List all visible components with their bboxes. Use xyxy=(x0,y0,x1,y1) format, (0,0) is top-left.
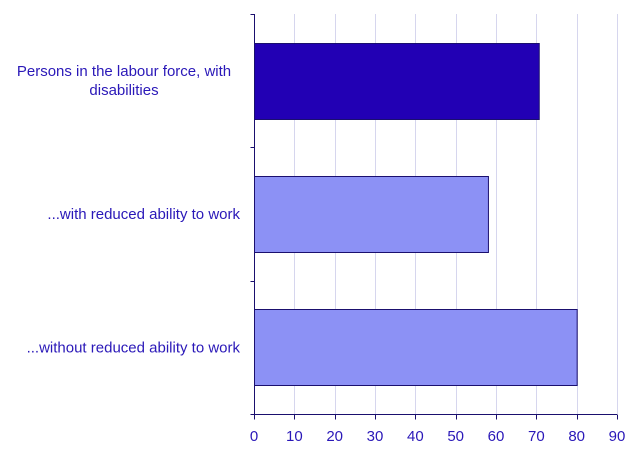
x-tick-label-0: 0 xyxy=(250,428,258,445)
x-tick-label-40: 40 xyxy=(407,428,424,445)
x-tick-label-60: 60 xyxy=(488,428,505,445)
x-tick-label-80: 80 xyxy=(568,428,585,445)
category-label-0: Persons in the labour force, with disabil… xyxy=(17,63,231,99)
x-tick-label-70: 70 xyxy=(528,428,545,445)
category-label-2-line-0: ...without reduced ability to work xyxy=(27,339,241,356)
x-tick-label-90: 90 xyxy=(609,428,626,445)
bars xyxy=(254,43,578,386)
category-labels: Persons in the labour force, with disabil… xyxy=(17,63,241,356)
bar-1 xyxy=(254,176,489,253)
category-label-0-line-1: disabilities xyxy=(89,82,158,99)
x-tick-label-30: 30 xyxy=(367,428,384,445)
bar-2 xyxy=(254,309,578,386)
x-tick-label-10: 10 xyxy=(286,428,303,445)
category-label-1-line-0: ...with reduced ability to work xyxy=(47,206,240,223)
axes xyxy=(250,14,618,420)
x-tick-label-20: 20 xyxy=(326,428,343,445)
bar-0 xyxy=(254,43,540,120)
x-tick-labels: 0 10 20 30 40 50 60 70 80 90 xyxy=(250,428,626,445)
category-label-2: ...without reduced ability to work xyxy=(27,339,241,356)
category-label-0-line-0: Persons in the labour force, with xyxy=(17,63,231,80)
category-label-1: ...with reduced ability to work xyxy=(47,206,240,223)
x-tick-label-50: 50 xyxy=(447,428,464,445)
